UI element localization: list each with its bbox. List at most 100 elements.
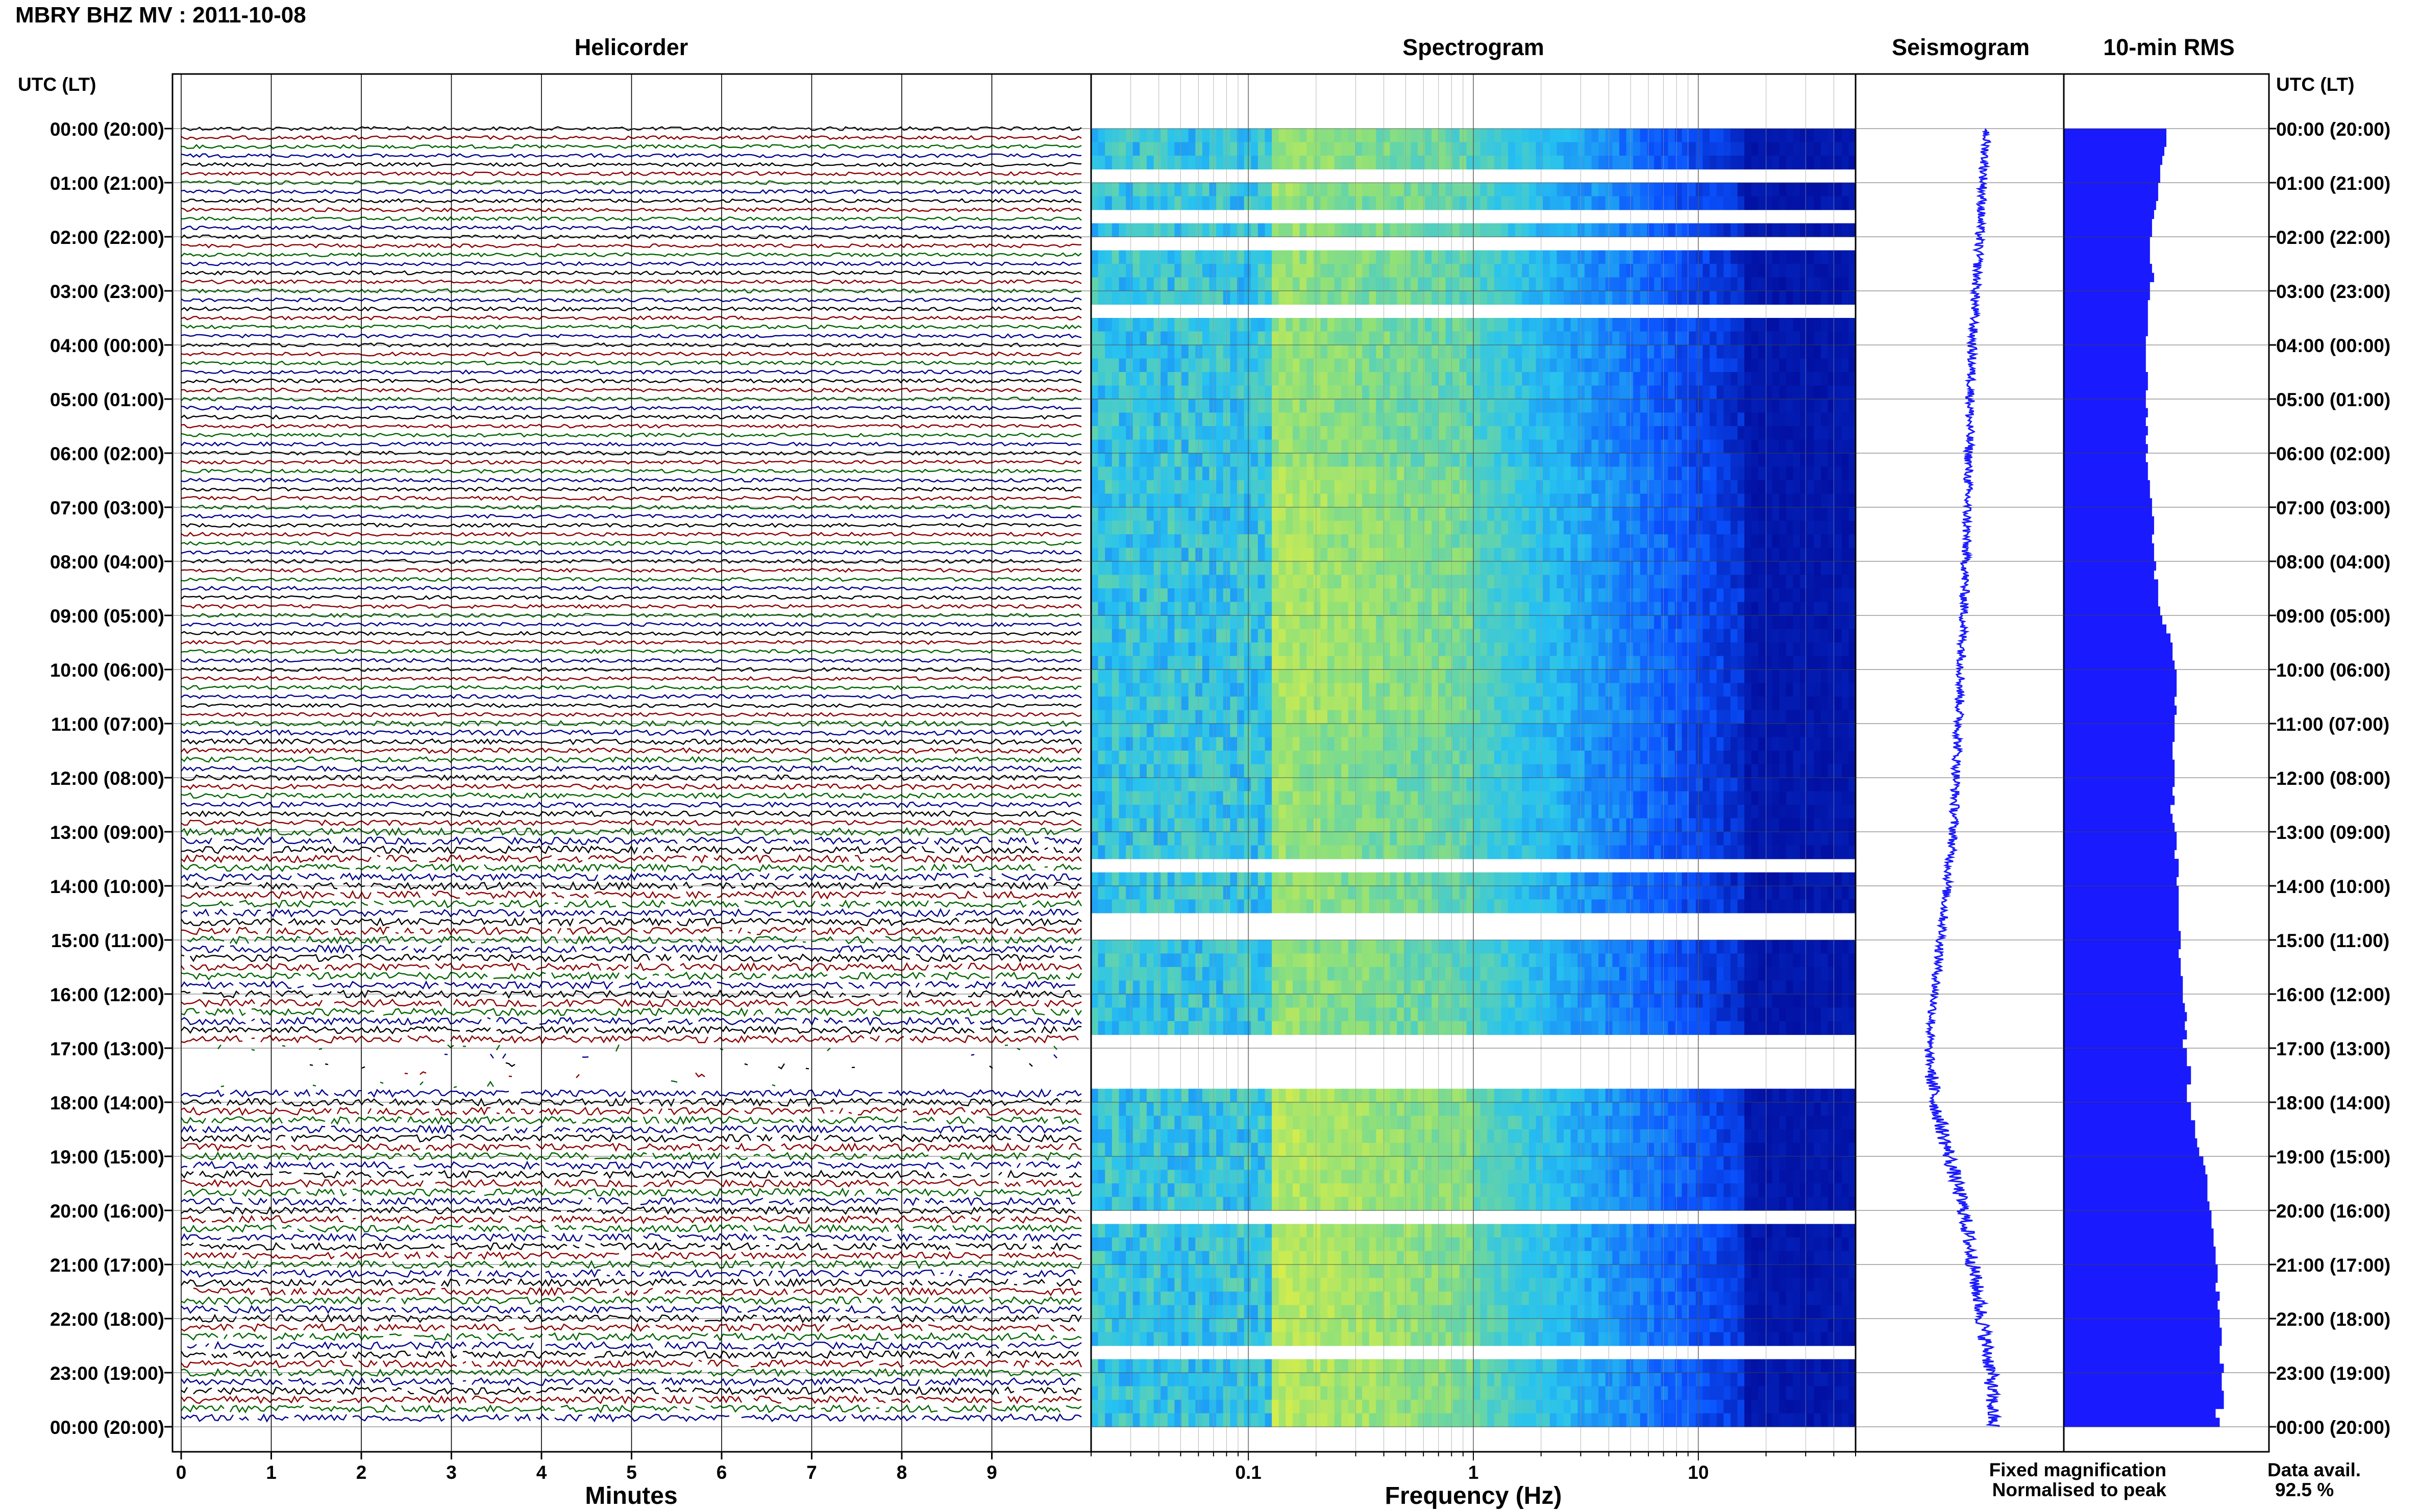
spectrogram-cell (1564, 291, 1571, 305)
spectrogram-cell (1126, 372, 1133, 386)
spectrogram-cell (1257, 710, 1265, 724)
spectrogram-cell (1487, 548, 1495, 562)
spectrogram-cell (1132, 399, 1140, 413)
spectrogram-cell (1800, 142, 1808, 156)
spectrogram-cell (1403, 345, 1411, 359)
spectrogram-cell (1355, 602, 1363, 616)
spectrogram-cell (1772, 412, 1780, 427)
spectrogram-cell (1348, 196, 1356, 210)
spectrogram-cell (1251, 129, 1258, 143)
spectrogram-cell (1376, 426, 1384, 440)
spectrogram-cell (1438, 629, 1446, 643)
spectrogram-cell (1237, 223, 1245, 237)
spectrogram-cell (1570, 724, 1578, 738)
spectrogram-cell (1369, 399, 1376, 413)
spectrogram-cell (1577, 196, 1585, 210)
spectrogram-cell (1306, 710, 1314, 724)
spectrogram-cell (1591, 466, 1599, 481)
spectrogram-cell (1105, 412, 1113, 427)
spectrogram-cell (1800, 156, 1808, 170)
spectrogram-cell (1695, 588, 1703, 603)
spectrogram-cell (1536, 331, 1543, 345)
spectrogram-cell (1682, 453, 1689, 467)
spectrogram-cell (1327, 710, 1335, 724)
spectrogram-cell (1702, 183, 1710, 197)
spectrogram-cell (1286, 264, 1293, 278)
spectrogram-cell (1598, 385, 1606, 400)
spectrogram-cell (1355, 575, 1363, 589)
spectrogram-cell (1313, 764, 1321, 778)
spectrogram-cell (1216, 183, 1224, 197)
spectrogram-cell (1695, 724, 1703, 738)
spectrogram-cell (1612, 737, 1620, 751)
spectrogram-cell (1577, 480, 1585, 494)
spectrogram-cell (1341, 507, 1349, 522)
spectrogram-cell (1591, 453, 1599, 467)
spectrogram-cell (1237, 751, 1245, 765)
spectrogram-cell (1452, 196, 1460, 210)
spectrogram-cell (1202, 615, 1210, 630)
spectrogram-cell (1654, 129, 1662, 143)
spectrogram-cell (1640, 575, 1647, 589)
spectrogram-cell (1403, 683, 1411, 697)
spectrogram-cell (1584, 534, 1592, 549)
spectrogram-cell (1237, 196, 1245, 210)
spectrogram-cell (1119, 142, 1126, 156)
spectrogram-cell (1835, 480, 1842, 494)
spectrogram-cell (1716, 385, 1724, 400)
spectrogram-cell (1536, 697, 1543, 711)
spectrogram-cell (1473, 615, 1481, 630)
spectrogram-cell (1494, 737, 1502, 751)
spectrogram-cell (1716, 670, 1724, 684)
spectrogram-cell (1820, 399, 1829, 413)
spectrogram-cell (1668, 156, 1675, 170)
spectrogram-cell (1202, 697, 1210, 711)
spectrogram-cell (1570, 764, 1578, 778)
spectrogram-cell (1098, 697, 1105, 711)
spectrogram-cell (1515, 534, 1522, 549)
spectrogram-cell (1584, 751, 1592, 765)
spectrogram-cell (1549, 683, 1557, 697)
spectrogram-cell (1146, 264, 1154, 278)
spectrogram-cell (1619, 426, 1627, 440)
spectrogram-cell (1327, 602, 1335, 616)
spectrogram-cell (1299, 412, 1307, 427)
spectrogram-cell (1570, 480, 1578, 494)
spectrogram-cell (1355, 683, 1363, 697)
spectrogram-cell (1835, 318, 1842, 332)
spectrogram-cell (1272, 426, 1279, 440)
spectrogram-cell (1647, 385, 1655, 400)
spectrogram-cell (1383, 534, 1391, 549)
spectrogram-cell (1647, 196, 1655, 210)
spectrogram-cell (1313, 358, 1321, 373)
spectrogram-cell (1272, 250, 1279, 264)
spectrogram-cell (1737, 629, 1745, 643)
spectrogram-cell (1626, 480, 1634, 494)
spectrogram-cell (1216, 480, 1224, 494)
spectrogram-cell (1793, 642, 1800, 657)
spectrogram-cell (1334, 548, 1342, 562)
spectrogram-cell (1112, 534, 1120, 549)
spectrogram-cell (1661, 642, 1668, 657)
spectrogram-cell (1167, 561, 1175, 576)
spectrogram-cell (1480, 439, 1488, 454)
spectrogram-cell (1779, 751, 1787, 765)
spectrogram-cell (1835, 561, 1842, 576)
spectrogram-cell (1494, 331, 1502, 345)
spectrogram-cell (1841, 751, 1849, 765)
spectrogram-cell (1376, 629, 1384, 643)
spectrogram-cell (1480, 642, 1488, 657)
spectrogram-cell (1710, 426, 1717, 440)
spectrogram-cell (1341, 548, 1349, 562)
spectrogram-cell (1549, 399, 1557, 413)
spectrogram-cell (1654, 277, 1662, 291)
spectrogram-cell (1689, 480, 1696, 494)
spectrogram-cell (1105, 291, 1113, 305)
spectrogram-cell (1841, 480, 1849, 494)
spectrogram-cell (1814, 223, 1821, 237)
spectrogram-cell (1299, 642, 1307, 657)
spectrogram-cell (1355, 250, 1363, 264)
spectrogram-cell (1327, 737, 1335, 751)
spectrogram-cell (1515, 385, 1522, 400)
spectrogram-cell (1772, 223, 1780, 237)
